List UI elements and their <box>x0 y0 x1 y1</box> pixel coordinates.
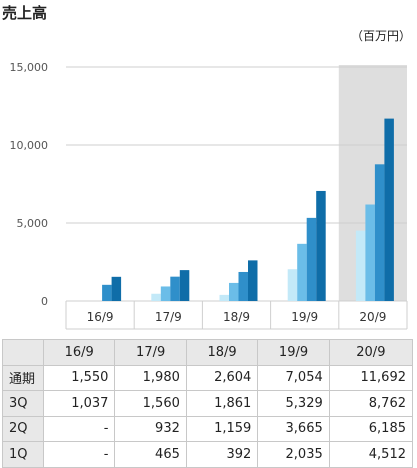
bar <box>355 230 366 301</box>
bar <box>248 260 258 301</box>
table-row-label: 2Q <box>2 415 44 442</box>
bar <box>151 293 161 301</box>
table-header-cell: 18/9 <box>185 339 259 366</box>
table-cell: 1,037 <box>42 390 116 417</box>
bar <box>384 118 394 301</box>
table-cell: 2,035 <box>257 441 330 468</box>
x-tick-label: 17/9 <box>155 310 182 324</box>
unit-label: （百万円） <box>350 29 411 43</box>
bar <box>287 269 298 301</box>
x-tick-label: 20/9 <box>359 310 386 324</box>
table-cell: 8,762 <box>328 390 414 417</box>
table-header-row: 16/9 17/9 18/9 19/9 20/9 <box>2 339 414 366</box>
table-cell: 6,185 <box>328 415 414 442</box>
table-row: 2Q - 932 1,159 3,665 6,185 <box>2 415 414 442</box>
sales-bar-chart: 0 5,000 10,000 15,000 16/9 17/9 18/9 19/9 20/9 <box>10 61 408 330</box>
y-tick-label: 0 <box>41 295 48 308</box>
table-cell: 1,861 <box>185 390 259 417</box>
table-cell: - <box>42 441 116 468</box>
table-row: 1Q - 465 392 2,035 4,512 <box>2 441 414 468</box>
table-cell: 1,550 <box>42 364 116 391</box>
bar <box>111 276 122 301</box>
table-row: 通期 1,550 1,980 2,604 7,054 11,692 <box>2 364 414 391</box>
table-header-cell: 20/9 <box>328 339 414 366</box>
bar <box>219 294 229 301</box>
table-cell: - <box>42 415 116 442</box>
table-cell: 11,692 <box>328 364 414 391</box>
table-cell: 1,159 <box>185 415 259 442</box>
table-cell: 392 <box>185 441 259 468</box>
bar <box>365 204 375 301</box>
table-row-label: 3Q <box>2 390 44 417</box>
table-cell: 5,329 <box>257 390 330 417</box>
chart-title: 売上高 <box>2 4 48 22</box>
table-header-cell: 16/9 <box>42 339 116 366</box>
table-cell: 465 <box>114 441 187 468</box>
bar <box>170 276 180 301</box>
bar <box>179 270 190 301</box>
table-cell: 4,512 <box>328 441 414 468</box>
table-cell: 3,665 <box>257 415 330 442</box>
table-corner <box>2 339 44 366</box>
table-cell: 2,604 <box>185 364 259 391</box>
x-tick-label: 16/9 <box>87 310 114 324</box>
sales-data-table: 16/9 17/9 18/9 19/9 20/9 通期 1,550 1,980 … <box>2 339 414 468</box>
table-header-cell: 19/9 <box>257 339 330 366</box>
y-tick-label: 10,000 <box>10 139 49 152</box>
bar <box>374 164 385 301</box>
table-header-cell: 17/9 <box>114 339 187 366</box>
table-cell: 1,560 <box>114 390 187 417</box>
table-row-label: 通期 <box>2 364 44 391</box>
table-cell: 7,054 <box>257 364 330 391</box>
y-tick-label: 5,000 <box>17 217 49 230</box>
x-tick-label: 18/9 <box>223 310 250 324</box>
table-row: 3Q 1,037 1,560 1,861 5,329 8,762 <box>2 390 414 417</box>
table-cell: 932 <box>114 415 187 442</box>
bar <box>297 243 307 301</box>
bar <box>229 282 239 301</box>
bar <box>238 271 248 301</box>
bar <box>306 217 317 301</box>
bar <box>316 190 326 301</box>
table-row-label: 1Q <box>2 441 44 468</box>
table-cell: 1,980 <box>114 364 187 391</box>
bar <box>160 286 171 301</box>
y-tick-label: 15,000 <box>10 61 49 74</box>
x-tick-label: 19/9 <box>291 310 318 324</box>
bar <box>102 284 112 301</box>
